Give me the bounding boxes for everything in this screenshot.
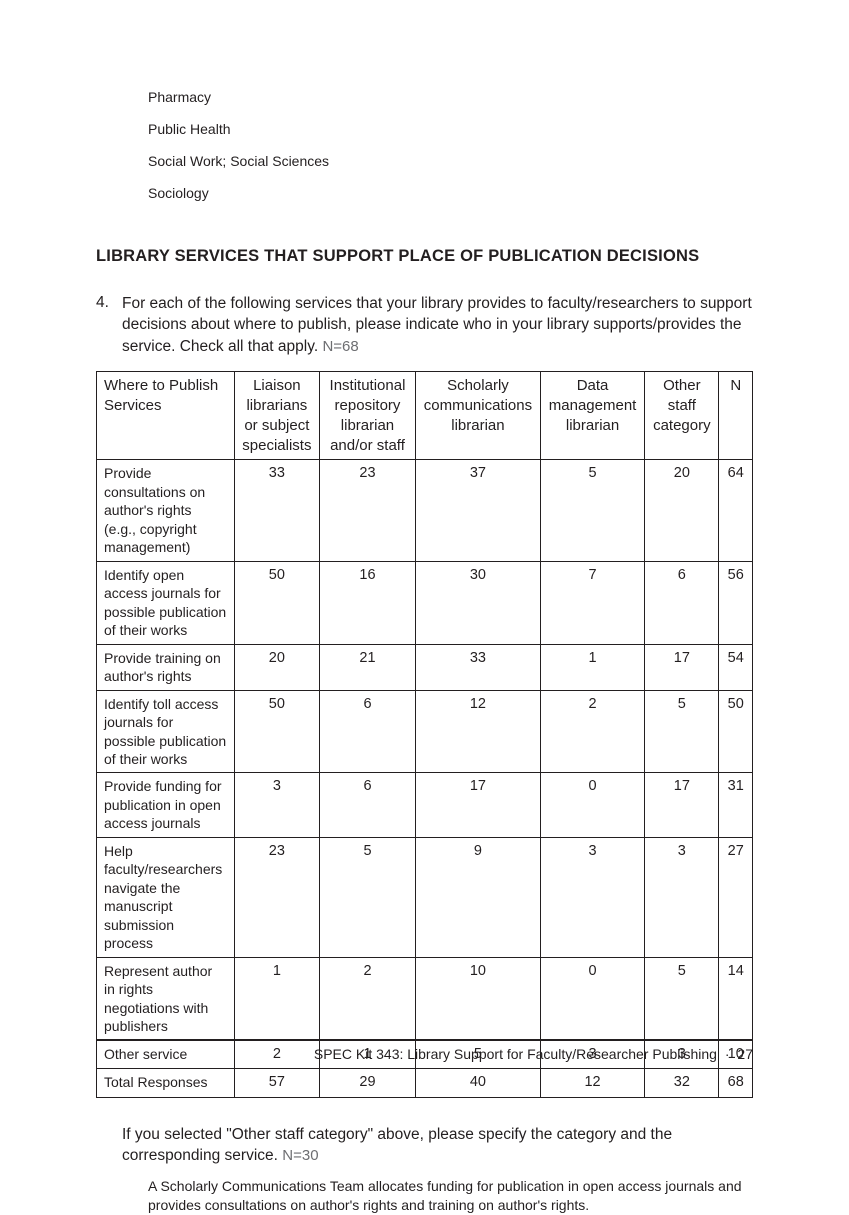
- data-cell: 40: [415, 1069, 540, 1098]
- data-cell: 33: [415, 644, 540, 690]
- data-cell: 33: [234, 460, 319, 561]
- data-cell: 68: [719, 1069, 753, 1098]
- data-cell: 50: [719, 690, 753, 773]
- table-row: Help faculty/researchers navigate the ma…: [97, 837, 753, 957]
- data-cell: 12: [415, 690, 540, 773]
- discipline-list: Pharmacy Public Health Social Work; Soci…: [148, 88, 753, 203]
- data-cell: 0: [540, 773, 644, 837]
- data-cell: 5: [645, 690, 719, 773]
- row-label: Help faculty/researchers navigate the ma…: [97, 837, 235, 957]
- data-cell: 5: [540, 460, 644, 561]
- list-item: Public Health: [148, 120, 753, 139]
- col-header: Liaison librarians or subject specialist…: [234, 372, 319, 460]
- table-row: Provide training on author's rights20213…: [97, 644, 753, 690]
- data-cell: 3: [234, 773, 319, 837]
- footer-page-number: 27: [737, 1046, 753, 1062]
- data-cell: 27: [719, 837, 753, 957]
- data-cell: 17: [415, 773, 540, 837]
- question-n: N=68: [322, 338, 358, 355]
- row-label: Total Responses: [97, 1069, 235, 1098]
- data-cell: 64: [719, 460, 753, 561]
- page: Pharmacy Public Health Social Work; Soci…: [0, 0, 849, 1100]
- data-cell: 6: [645, 561, 719, 644]
- followup-prompt: If you selected "Other staff category" a…: [122, 1126, 672, 1164]
- row-label: Provide funding for publication in open …: [97, 773, 235, 837]
- table-row: Provide funding for publication in open …: [97, 773, 753, 837]
- data-cell: 32: [645, 1069, 719, 1098]
- table-row: Identify open access journals for possib…: [97, 561, 753, 644]
- data-cell: 3: [540, 837, 644, 957]
- data-cell: 23: [320, 460, 416, 561]
- question-body: For each of the following services that …: [122, 295, 752, 355]
- data-cell: 16: [320, 561, 416, 644]
- data-cell: 20: [645, 460, 719, 561]
- data-cell: 3: [645, 837, 719, 957]
- data-cell: 2: [234, 1040, 319, 1069]
- row-label: Identify open access journals for possib…: [97, 561, 235, 644]
- data-cell: 20: [234, 644, 319, 690]
- data-cell: 17: [645, 644, 719, 690]
- data-cell: 6: [320, 690, 416, 773]
- data-cell: 1: [540, 644, 644, 690]
- data-cell: 14: [719, 957, 753, 1040]
- followup-prompt-block: If you selected "Other staff category" a…: [122, 1124, 753, 1167]
- data-cell: 21: [320, 644, 416, 690]
- data-cell: 5: [645, 957, 719, 1040]
- followup-response: A Scholarly Communications Team allocate…: [148, 1177, 753, 1215]
- row-label: Represent author in rights negotiations …: [97, 957, 235, 1040]
- data-cell: 50: [234, 690, 319, 773]
- row-label: Other service: [97, 1040, 235, 1069]
- data-cell: 9: [415, 837, 540, 957]
- data-cell: 5: [320, 837, 416, 957]
- list-item: Pharmacy: [148, 88, 753, 107]
- section-heading: LIBRARY SERVICES THAT SUPPORT PLACE OF P…: [96, 245, 753, 267]
- footer-rule: [96, 1039, 753, 1040]
- row-label: Provide training on author's rights: [97, 644, 235, 690]
- data-cell: 0: [540, 957, 644, 1040]
- data-cell: 17: [645, 773, 719, 837]
- col-header: Institutional repository librarian and/o…: [320, 372, 416, 460]
- page-footer: SPEC Kit 343: Library Support for Facult…: [314, 1045, 753, 1064]
- footer-separator: ·: [725, 1045, 730, 1064]
- row-label: Identify toll access journals for possib…: [97, 690, 235, 773]
- table-row: Identify toll access journals for possib…: [97, 690, 753, 773]
- footer-title: SPEC Kit 343: Library Support for Facult…: [314, 1046, 717, 1062]
- question-block: 4. For each of the following services th…: [96, 293, 753, 357]
- col-header: Other staff category: [645, 372, 719, 460]
- data-cell: 54: [719, 644, 753, 690]
- col-header: Data management librarian: [540, 372, 644, 460]
- data-cell: 23: [234, 837, 319, 957]
- data-cell: 1: [234, 957, 319, 1040]
- data-cell: 10: [415, 957, 540, 1040]
- table-row: Represent author in rights negotiations …: [97, 957, 753, 1040]
- data-cell: 12: [540, 1069, 644, 1098]
- data-cell: 37: [415, 460, 540, 561]
- table-header-row: Where to Publish Services Liaison librar…: [97, 372, 753, 460]
- row-label: Provide consultations on author's rights…: [97, 460, 235, 561]
- list-item: Social Work; Social Sciences: [148, 152, 753, 171]
- followup-n: N=30: [282, 1147, 318, 1164]
- question-number: 4.: [96, 293, 122, 357]
- data-cell: 6: [320, 773, 416, 837]
- data-cell: 50: [234, 561, 319, 644]
- services-table: Where to Publish Services Liaison librar…: [96, 371, 753, 1097]
- col-header: Where to Publish Services: [97, 372, 235, 460]
- question-text: For each of the following services that …: [122, 293, 753, 357]
- data-cell: 30: [415, 561, 540, 644]
- table-row: Total Responses572940123268: [97, 1069, 753, 1098]
- data-cell: 29: [320, 1069, 416, 1098]
- col-header: N: [719, 372, 753, 460]
- table-row: Provide consultations on author's rights…: [97, 460, 753, 561]
- data-cell: 2: [320, 957, 416, 1040]
- data-cell: 56: [719, 561, 753, 644]
- data-cell: 57: [234, 1069, 319, 1098]
- data-cell: 7: [540, 561, 644, 644]
- data-cell: 31: [719, 773, 753, 837]
- list-item: Sociology: [148, 184, 753, 203]
- data-cell: 2: [540, 690, 644, 773]
- col-header: Scholarly communications librarian: [415, 372, 540, 460]
